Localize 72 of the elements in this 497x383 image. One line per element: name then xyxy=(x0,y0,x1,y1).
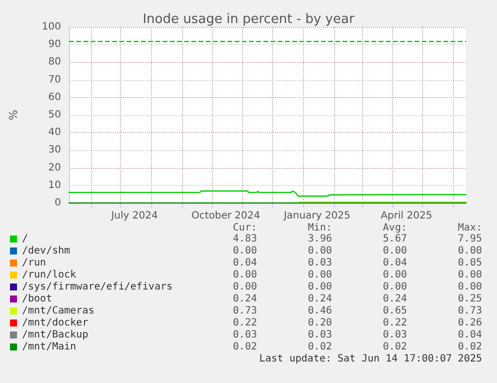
text: 0.00 xyxy=(382,282,407,292)
x-tick-label: April 2025 xyxy=(380,210,432,222)
text: 0.00 xyxy=(458,270,482,280)
text: 0.03 xyxy=(308,258,332,268)
y-tick-label: 10 xyxy=(48,180,61,191)
text: 0.73 xyxy=(232,306,257,316)
y-tick-label: 60 xyxy=(48,92,61,103)
text: 0.04 xyxy=(382,258,407,268)
text: 4.83 xyxy=(232,234,257,244)
y-tick-label: 80 xyxy=(48,56,61,68)
y-tick-label: 30 xyxy=(48,144,61,156)
text: 0.02 xyxy=(382,342,407,352)
y-tick-label: 90 xyxy=(48,39,61,50)
text: 0.00 xyxy=(382,246,407,256)
text: 0.02 xyxy=(232,342,257,352)
y-tick-label: 0 xyxy=(54,198,61,208)
legend-label: /mnt/Backup xyxy=(22,330,88,340)
text: 0.22 xyxy=(382,318,407,328)
text: 0.24 xyxy=(308,294,332,304)
text: 0.04 xyxy=(232,258,257,268)
text: Min: xyxy=(308,222,332,234)
x-tick-label: January 2025 xyxy=(282,210,350,222)
legend-label: /mnt/docker xyxy=(22,318,88,328)
y-tick-label: 100 xyxy=(42,22,61,32)
text: 0.03 xyxy=(308,330,332,340)
text: 0.00 xyxy=(458,246,482,256)
legend-label: /mnt/Main xyxy=(22,342,76,352)
y-tick-label: 50 xyxy=(48,110,61,120)
legend-label: /sys/firmware/efi/efivars xyxy=(22,282,173,292)
legend-label: / xyxy=(22,234,28,244)
text: 0.25 xyxy=(458,294,482,304)
text: 0.00 xyxy=(308,246,332,256)
text: 0.00 xyxy=(232,282,257,292)
text: 0.24 xyxy=(232,294,257,304)
x-tick-label: October 2024 xyxy=(191,210,260,222)
chart-title: Inode usage in percent - by year xyxy=(142,12,355,27)
text: 0.02 xyxy=(458,342,482,352)
text: 0.00 xyxy=(382,270,407,280)
text: 0.26 xyxy=(458,318,482,328)
text: 3.96 xyxy=(308,234,332,244)
text: Last update: Sat Jun 14 17:00:07 2025 xyxy=(259,354,482,364)
text: 0.04 xyxy=(458,330,482,340)
text: 0.00 xyxy=(308,282,332,292)
text: 0.20 xyxy=(308,318,332,328)
legend-label: /mnt/Cameras xyxy=(22,306,94,316)
y-tick-label: 20 xyxy=(48,162,61,174)
text: 7.95 xyxy=(458,234,482,244)
legend-label: /run xyxy=(22,258,46,268)
text: 0.00 xyxy=(458,282,482,292)
text: 0.00 xyxy=(308,270,332,280)
text: 5.67 xyxy=(382,234,407,244)
text: 0.02 xyxy=(308,342,332,352)
text: 0.22 xyxy=(232,318,257,328)
text: 0.00 xyxy=(232,246,257,256)
text: 0.65 xyxy=(382,306,407,316)
text: 0.03 xyxy=(382,330,407,340)
text: Cur: xyxy=(232,222,257,234)
text: 0.46 xyxy=(308,306,332,316)
legend-label: /run/lock xyxy=(22,270,76,280)
y-tick-label: 40 xyxy=(48,127,61,138)
y-tick-label: 70 xyxy=(48,74,61,86)
x-tick-label: July 2024 xyxy=(110,210,158,222)
text: 0.24 xyxy=(382,294,407,304)
text: 0.03 xyxy=(232,330,257,340)
text: Max: xyxy=(458,222,482,234)
y-axis-title: % xyxy=(7,110,20,120)
text: Avg: xyxy=(382,222,407,234)
text: 0.73 xyxy=(458,306,482,316)
text: 0.05 xyxy=(458,258,482,268)
legend-label: /dev/shm xyxy=(22,246,70,256)
text: 0.00 xyxy=(232,270,257,280)
legend-label: /boot xyxy=(22,294,52,304)
